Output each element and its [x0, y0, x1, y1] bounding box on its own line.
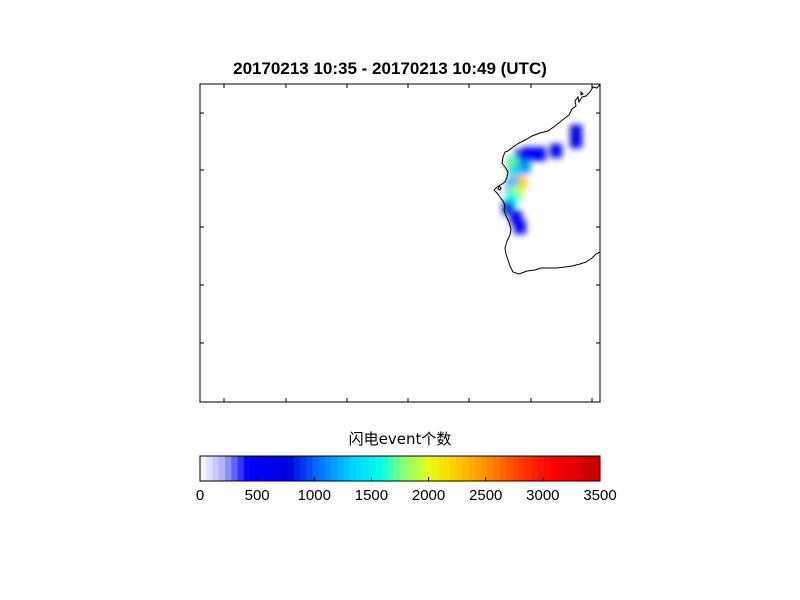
colorbar-segment — [593, 456, 601, 481]
colorbar-segment — [225, 456, 232, 481]
colorbar-segment — [512, 456, 520, 481]
colorbar-segment — [468, 456, 476, 481]
colorbar-segment — [462, 456, 470, 481]
colorbar-segment — [368, 456, 376, 481]
colorbar-segment — [337, 456, 345, 481]
colorbar-segment — [231, 456, 238, 481]
colorbar-segment — [550, 456, 557, 481]
colorbar-segment — [575, 456, 582, 481]
colorbar-segment — [525, 456, 532, 481]
colorbar-segment — [456, 456, 463, 481]
colorbar-segment — [243, 456, 251, 481]
lightning-cell — [570, 134, 582, 149]
colorbar-label: 闪电event个数 — [349, 430, 452, 448]
colorbar-segment — [506, 456, 513, 481]
colorbar-segment — [431, 456, 438, 481]
colorbar-segment — [475, 456, 482, 481]
colorbar-segment — [406, 456, 413, 481]
colorbar-segment — [262, 456, 270, 481]
colorbar-segment — [412, 456, 420, 481]
island — [580, 90, 584, 96]
colorbar-segment — [443, 456, 451, 481]
colorbar-segment — [493, 456, 501, 481]
colorbar-segment — [306, 456, 313, 481]
colorbar-segment — [568, 456, 576, 481]
colorbar-segment — [531, 456, 538, 481]
colorbar-frame — [199, 455, 601, 482]
colorbar-segment — [400, 456, 407, 481]
colorbar-segment — [212, 456, 220, 481]
colorbar-segment — [518, 456, 526, 481]
colorbar-tick-label: 3000 — [526, 487, 559, 504]
colorbar-segment — [275, 456, 282, 481]
colorbar-segment — [587, 456, 595, 481]
island — [497, 185, 502, 191]
colorbar-segment — [581, 456, 588, 481]
colorbar-segment — [325, 456, 332, 481]
colorbar-segment — [425, 456, 432, 481]
lightning-cell — [550, 143, 562, 158]
colorbar-segment — [418, 456, 426, 481]
colorbar-segment — [331, 456, 338, 481]
colorbar-segment — [500, 456, 507, 481]
colorbar-segment — [237, 456, 245, 481]
colorbar-segment — [268, 456, 276, 481]
colorbar-tick-label: 500 — [245, 487, 270, 504]
map-axes — [199, 83, 601, 403]
colorbar-tick-label: 2000 — [412, 487, 445, 504]
colorbar-segment — [350, 456, 357, 481]
colorbar-segment — [362, 456, 370, 481]
colorbar-segment — [250, 456, 257, 481]
colorbar-segment — [387, 456, 395, 481]
colorbar-segment — [375, 456, 382, 481]
colorbar-segment — [343, 456, 351, 481]
colorbar-ticks: 0 500 1000 1500 2000 2500 3000 3500 — [196, 477, 617, 504]
colorbar-segment — [450, 456, 457, 481]
colorbar-segment — [437, 456, 445, 481]
colorbar-segment — [256, 456, 263, 481]
colorbar-segment — [393, 456, 401, 481]
colorbar-segment — [356, 456, 363, 481]
colorbar-segment — [293, 456, 301, 481]
colorbar-segment — [318, 456, 326, 481]
colorbar-segment — [537, 456, 545, 481]
coastline — [493, 84, 600, 275]
lightning-cell — [514, 220, 526, 235]
colorbar-segment — [287, 456, 295, 481]
map-axis-ticks — [200, 84, 600, 402]
colorbar-segment — [562, 456, 570, 481]
colorbar-tick-label: 3500 — [583, 487, 616, 504]
colorbar-segment — [206, 456, 213, 481]
lightning-cell — [534, 146, 546, 161]
colorbar-segment — [218, 456, 226, 481]
chart-title: 20170213 10:35 - 20170213 10:49 (UTC) — [233, 59, 547, 78]
colorbar-segment — [556, 456, 563, 481]
colorbar-segment — [312, 456, 320, 481]
colorbar-tick-label: 1500 — [355, 487, 388, 504]
colorbar-segment — [481, 456, 488, 481]
colorbar-segment — [381, 456, 388, 481]
colorbar-segment — [300, 456, 307, 481]
colorbar-tick-label: 2500 — [469, 487, 502, 504]
colorbar-segment — [281, 456, 288, 481]
colorbar-segment — [200, 456, 207, 481]
colorbar-segment — [543, 456, 551, 481]
colorbar — [200, 456, 601, 481]
colorbar-tick-label: 1000 — [298, 487, 331, 504]
colorbar-segment — [487, 456, 495, 481]
colorbar-tick-label: 0 — [196, 487, 204, 504]
